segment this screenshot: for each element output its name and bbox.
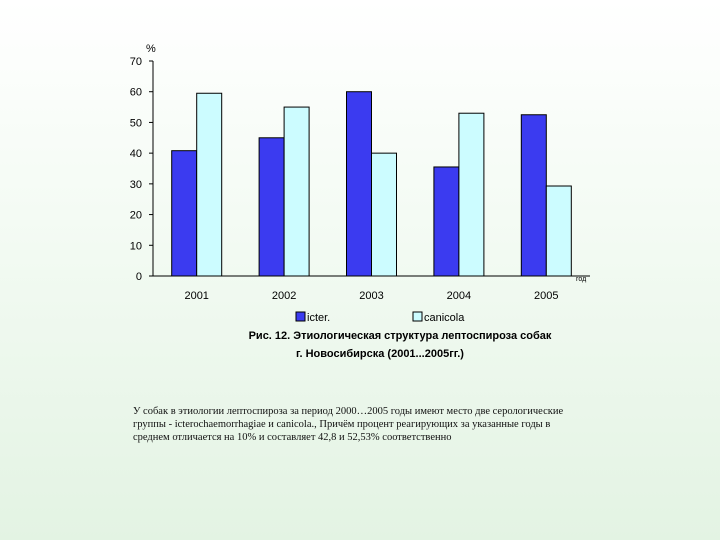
- y-tick-label: 20: [130, 210, 142, 222]
- legend-swatch: [412, 311, 423, 322]
- x-axis-label: год: [576, 276, 586, 283]
- x-tick-label: 2003: [359, 290, 383, 302]
- bar-canicola-2005: [545, 185, 572, 277]
- y-tick-label: 70: [130, 56, 142, 68]
- description-line-2: группы - icterochaemorrhagiae и canicola…: [133, 419, 551, 430]
- figure-caption-line-2: г. Новосибирска (2001...2005гг.): [296, 348, 464, 360]
- figure-caption-line-1: Рис. 12. Этиологическая структура лептос…: [248, 330, 552, 342]
- bar-icter-2001: [171, 150, 198, 277]
- x-tick-label: 2004: [447, 290, 471, 302]
- bar-canicola-2002: [283, 106, 310, 277]
- bar-icter-2004: [433, 166, 460, 277]
- y-tick-label: 60: [130, 87, 142, 99]
- bar-canicola-2001: [196, 92, 223, 277]
- description-paragraph: У собак в этиологии лептоспироза за пери…: [133, 405, 653, 444]
- description-line-1: У собак в этиологии лептоспироза за пери…: [133, 406, 564, 417]
- y-tick-label: 50: [130, 117, 142, 129]
- y-tick-label: 40: [130, 148, 142, 160]
- chart-axes: 0 10 20 30 40 50 60 70% год 2001 2002 2003 2004 2005: [130, 43, 590, 302]
- chart-bars: [171, 91, 572, 277]
- x-tick-label: 2001: [184, 290, 208, 302]
- legend-label: canicola: [424, 312, 465, 324]
- bar-icter-2003: [346, 91, 372, 277]
- x-tick-label: 2002: [272, 290, 296, 302]
- y-axis-label: %: [146, 43, 156, 55]
- y-tick-label: 10: [130, 240, 142, 252]
- bar-icter-2005: [520, 114, 547, 277]
- y-tick-label: 30: [130, 179, 142, 191]
- legend-swatch: [295, 311, 306, 322]
- bar-icter-2002: [258, 137, 285, 277]
- y-tick-label: 0: [136, 271, 142, 283]
- description-line-3: среднем отличается на 10% и составляет 4…: [133, 432, 452, 443]
- legend-label: icter.: [307, 312, 330, 324]
- bar-canicola-2003: [371, 152, 397, 277]
- x-tick-label: 2005: [534, 290, 558, 302]
- chart-legend: icter. canicola: [295, 311, 465, 324]
- bar-canicola-2004: [458, 112, 485, 277]
